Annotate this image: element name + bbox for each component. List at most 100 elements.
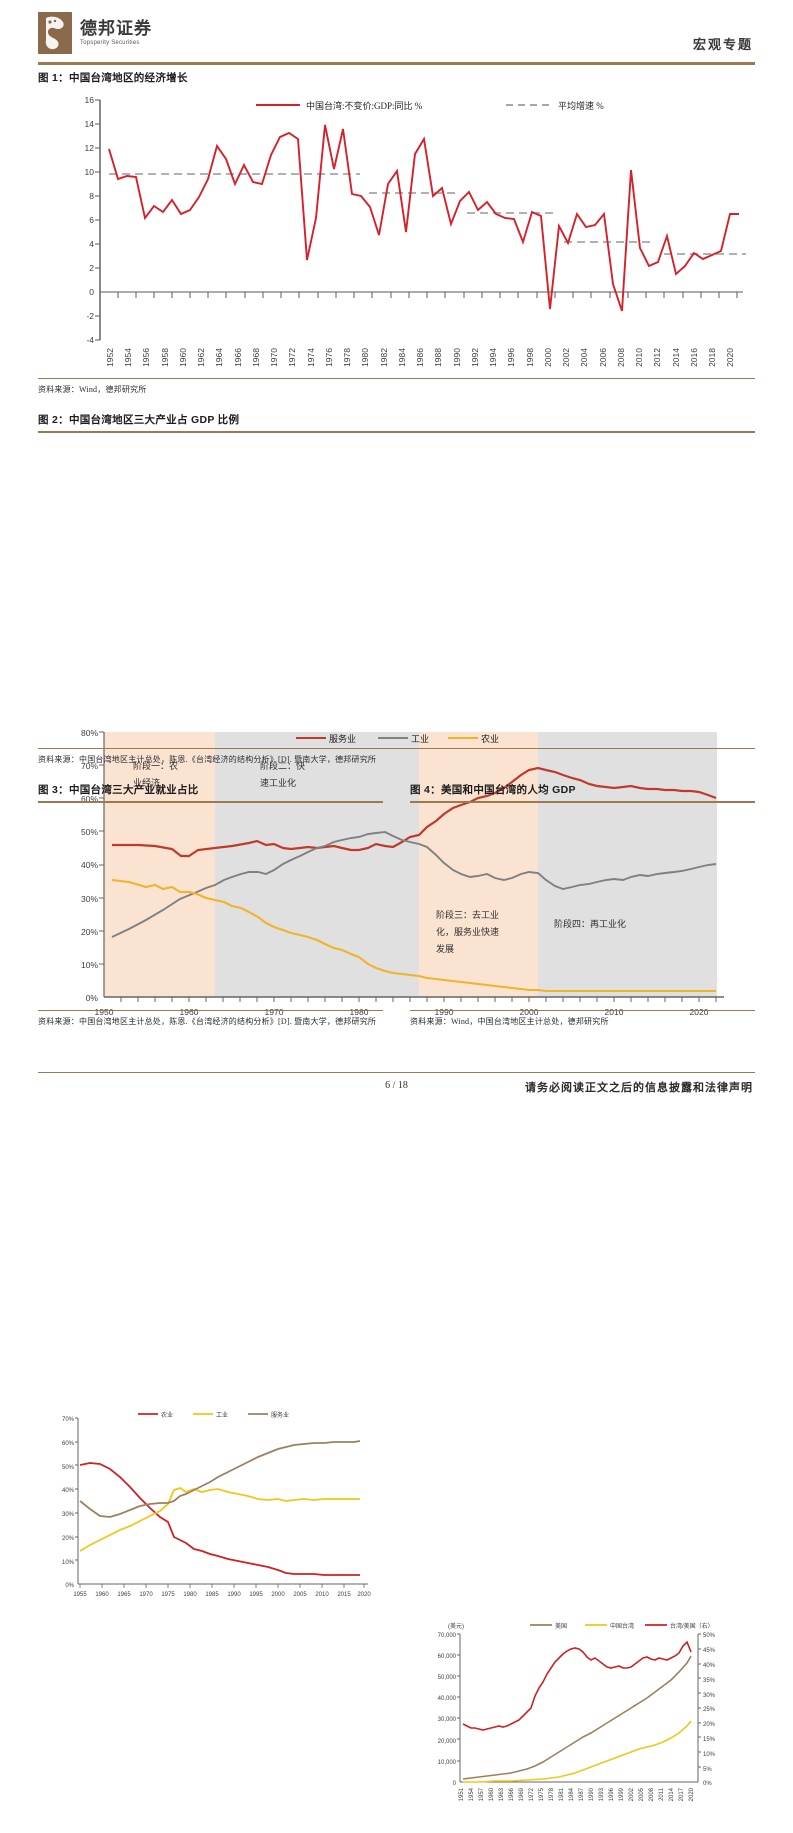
svg-text:1974: 1974 bbox=[306, 348, 316, 367]
svg-text:1970: 1970 bbox=[139, 1592, 153, 1598]
svg-text:0%: 0% bbox=[703, 1781, 712, 1787]
figure-1-source-rule bbox=[38, 378, 755, 380]
svg-text:1996: 1996 bbox=[609, 1787, 615, 1801]
svg-text:1986: 1986 bbox=[415, 348, 425, 367]
figure-3-source-block: 资料来源：中国台湾地区主计总处，陈恩.《台湾经济的结构分析》[D]. 暨南大学，… bbox=[38, 1010, 383, 1028]
svg-text:1957: 1957 bbox=[479, 1787, 485, 1801]
figure-2-annotation-0-line1: 阶段一：农 bbox=[133, 760, 178, 771]
svg-text:2020: 2020 bbox=[690, 1007, 709, 1017]
svg-text:1980: 1980 bbox=[350, 1007, 369, 1017]
svg-text:50%: 50% bbox=[703, 1633, 716, 1639]
figure-2-source: 资料来源：中国台湾地区主计总处，陈恩.《台湾经济的结构分析》[D]. 暨南大学，… bbox=[38, 755, 377, 765]
svg-text:1960: 1960 bbox=[180, 1007, 199, 1017]
figure-2-series-agriculture bbox=[111, 878, 716, 993]
figure-3-series-agriculture bbox=[79, 1462, 360, 1576]
figure-3-legend: 农业 工业 服务业 bbox=[138, 1411, 289, 1419]
footer-divider bbox=[38, 1072, 755, 1074]
svg-text:2014: 2014 bbox=[669, 1787, 675, 1801]
figure-4: 图 4：美国和中国台湾的人均 GDP bbox=[410, 782, 755, 803]
svg-text:10,000: 10,000 bbox=[438, 1760, 457, 1766]
svg-text:2012: 2012 bbox=[652, 348, 662, 367]
figure-4-title-rule bbox=[410, 801, 755, 803]
svg-text:2008: 2008 bbox=[649, 1787, 655, 1801]
page-number: 6 / 18 bbox=[385, 1080, 408, 1091]
svg-text:1960: 1960 bbox=[178, 348, 188, 367]
svg-text:4: 4 bbox=[89, 239, 94, 249]
figure-2: 图 2：中国台湾地区三大产业占 GDP 比例 bbox=[38, 412, 755, 433]
svg-text:2002: 2002 bbox=[629, 1787, 635, 1801]
figure-4-y-ticks-right: 50% 45% 40% 35% 30% 25% 20% 15% 10% 5% 0… bbox=[698, 1633, 716, 1787]
svg-text:1980: 1980 bbox=[360, 348, 370, 367]
figure-4-legend: 美国 中国台湾 台湾/美国（右） bbox=[530, 1622, 714, 1630]
svg-text:2015: 2015 bbox=[337, 1592, 351, 1598]
figure-4-svg: (美元) 70,000 60,000 50,000 40,000 30,000 … bbox=[438, 1622, 716, 1801]
svg-text:-2: -2 bbox=[86, 311, 94, 321]
figure-2-annotation-2-line3: 发展 bbox=[436, 943, 454, 954]
svg-text:1996: 1996 bbox=[506, 348, 516, 367]
figure-4-source-rule bbox=[410, 1010, 755, 1012]
svg-text:2014: 2014 bbox=[671, 348, 681, 367]
svg-text:40%: 40% bbox=[703, 1663, 716, 1669]
svg-text:10%: 10% bbox=[62, 1560, 75, 1566]
svg-text:2017: 2017 bbox=[679, 1787, 685, 1801]
figure-4-legend-label-1: 中国台湾 bbox=[610, 1622, 634, 1630]
figure-1-source: 资料来源：Wind，德邦研究所 bbox=[38, 385, 147, 395]
svg-text:1985: 1985 bbox=[205, 1592, 219, 1598]
svg-text:2000: 2000 bbox=[543, 348, 553, 367]
svg-text:1998: 1998 bbox=[525, 348, 535, 367]
svg-text:1954: 1954 bbox=[123, 348, 133, 367]
svg-text:0: 0 bbox=[89, 287, 94, 297]
svg-text:1994: 1994 bbox=[488, 348, 498, 367]
svg-text:1990: 1990 bbox=[452, 348, 462, 367]
document-page: 德邦证券 Topsperity Securities 宏观专题 图 1：中国台湾… bbox=[38, 12, 755, 1802]
figure-3-title-rule bbox=[38, 801, 383, 803]
figure-4-series-taiwan bbox=[463, 1720, 692, 1783]
brand-text: 德邦证券 Topsperity Securities bbox=[80, 20, 152, 46]
figure-3-title: 图 3：中国台湾三大产业就业占比 bbox=[38, 784, 199, 796]
brand-name-en: Topsperity Securities bbox=[80, 40, 140, 46]
figure-3-source-rule bbox=[38, 1010, 383, 1012]
svg-text:2010: 2010 bbox=[634, 348, 644, 367]
figure-1-svg: 16 14 12 10 8 6 4 2 0 -2 -4 bbox=[85, 95, 746, 367]
svg-text:40%: 40% bbox=[81, 860, 98, 870]
figure-2-band-stage-1 bbox=[104, 732, 215, 997]
svg-text:50,000: 50,000 bbox=[438, 1675, 457, 1681]
svg-text:1995: 1995 bbox=[249, 1592, 263, 1598]
figure-2-annotation-3: 阶段四：再工业化 bbox=[554, 918, 626, 929]
svg-text:2006: 2006 bbox=[598, 348, 608, 367]
figure-2-source-rule bbox=[38, 748, 755, 750]
figure-4-x-ticks: 1951 1954 1957 1960 1963 1966 1969 1972 … bbox=[459, 1787, 695, 1801]
figure-3-chart: 70% 60% 50% 40% 30% 20% 10% 0% 农业 工业 服务业 bbox=[38, 1404, 383, 1616]
svg-text:15%: 15% bbox=[703, 1737, 716, 1743]
figure-4-legend-label-0: 美国 bbox=[555, 1622, 567, 1630]
svg-text:2002: 2002 bbox=[561, 348, 571, 367]
figure-1-title: 图 1：中国台湾地区的经济增长 bbox=[38, 72, 188, 84]
figure-2-svg: 80% 70% 60% 50% 40% 30% 20% 10% 0% bbox=[81, 728, 724, 1017]
svg-text:2010: 2010 bbox=[605, 1007, 624, 1017]
figure-2-annotation-1-line2: 速工业化 bbox=[260, 777, 296, 788]
figure-1-legend-label-0: 中国台湾:不变价:GDP:同比 % bbox=[306, 100, 423, 111]
figure-2-band-stage-4 bbox=[538, 732, 717, 997]
figure-2-legend: 服务业 工业 农业 bbox=[296, 733, 499, 744]
svg-text:1999: 1999 bbox=[619, 1787, 625, 1801]
svg-text:1972: 1972 bbox=[287, 348, 297, 367]
brand-logo: 德邦证券 Topsperity Securities bbox=[38, 12, 152, 54]
figure-2-legend-label-0: 服务业 bbox=[329, 733, 356, 744]
svg-text:2018: 2018 bbox=[707, 348, 717, 367]
svg-text:0: 0 bbox=[453, 1781, 457, 1787]
svg-text:2: 2 bbox=[89, 263, 94, 273]
figure-3-source: 资料来源：中国台湾地区主计总处，陈恩.《台湾经济的结构分析》[D]. 暨南大学，… bbox=[38, 1017, 377, 1027]
svg-text:2004: 2004 bbox=[579, 348, 589, 367]
svg-text:70%: 70% bbox=[62, 1417, 75, 1423]
svg-text:1969: 1969 bbox=[519, 1787, 525, 1801]
svg-text:1990: 1990 bbox=[227, 1592, 241, 1598]
svg-text:1982: 1982 bbox=[379, 348, 389, 367]
svg-text:2011: 2011 bbox=[659, 1787, 665, 1801]
figure-2-legend-label-2: 农业 bbox=[481, 733, 499, 744]
figure-2-title: 图 2：中国台湾地区三大产业占 GDP 比例 bbox=[38, 414, 240, 426]
svg-text:30,000: 30,000 bbox=[438, 1717, 457, 1723]
svg-text:1990: 1990 bbox=[589, 1787, 595, 1801]
svg-text:1962: 1962 bbox=[196, 348, 206, 367]
svg-text:35%: 35% bbox=[703, 1678, 716, 1684]
svg-text:0%: 0% bbox=[86, 993, 99, 1003]
